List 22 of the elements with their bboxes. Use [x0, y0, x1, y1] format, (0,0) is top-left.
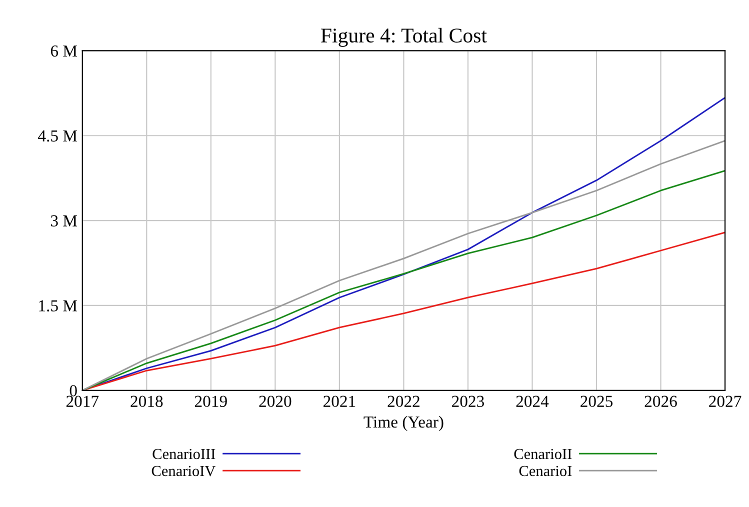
y-tick-label: 4.5 M: [38, 130, 78, 142]
x-tick-label: 2025: [580, 396, 613, 407]
x-tick-label: 2017: [66, 396, 99, 407]
legend-label: CenarioI: [519, 466, 572, 476]
x-tick-label: 2020: [259, 396, 292, 407]
chart-title: Figure 4: Total Cost: [321, 28, 487, 47]
x-tick-label: 2024: [516, 396, 549, 407]
x-tick-label: 2022: [388, 396, 420, 407]
x-tick-label: 2027: [709, 396, 742, 407]
y-tick-label: 3 M: [51, 215, 78, 226]
x-tick-label: 2023: [452, 396, 484, 407]
y-tick-label: 1.5 M: [39, 300, 78, 312]
x-tick-label: 2021: [324, 396, 356, 407]
legend-label: CenarioIV: [152, 466, 216, 476]
y-tick-label: 6 M: [50, 45, 78, 57]
x-tick-label: 2018: [130, 396, 163, 407]
x-tick-label: 2019: [194, 396, 227, 407]
legend-label: CenarioIII: [152, 448, 216, 460]
legend-label: CenarioII: [514, 448, 572, 460]
x-axis-title: Time (Year): [364, 416, 444, 432]
y-tick-label: 0: [70, 385, 77, 396]
x-tick-label: 2026: [644, 396, 677, 407]
